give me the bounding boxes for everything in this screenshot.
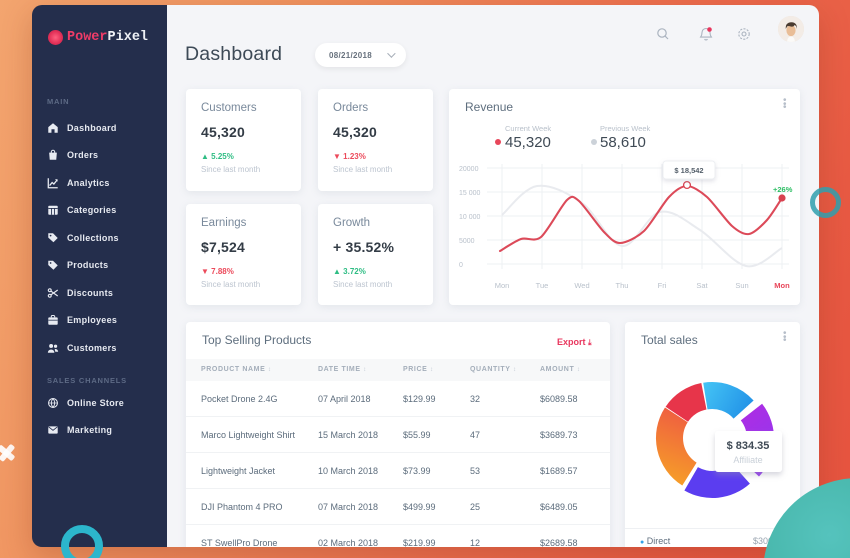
svg-text:Sat: Sat — [696, 281, 708, 290]
svg-text:Wed: Wed — [574, 281, 589, 290]
svg-text:Mon: Mon — [774, 281, 790, 290]
svg-text:5000: 5000 — [459, 238, 475, 245]
svg-text:Thu: Thu — [616, 281, 629, 290]
svg-text:Mon: Mon — [495, 281, 510, 290]
svg-text:Tue: Tue — [536, 281, 549, 290]
svg-text:Fri: Fri — [658, 281, 667, 290]
svg-text:+26%: +26% — [773, 185, 793, 194]
svg-text:Current Week: Current Week — [505, 124, 551, 133]
svg-text:10 000: 10 000 — [459, 214, 481, 221]
svg-text:45,320: 45,320 — [505, 134, 551, 151]
svg-text:0: 0 — [459, 262, 463, 269]
svg-text:Affiliate: Affiliate — [733, 455, 762, 465]
svg-text:Sun: Sun — [735, 281, 748, 290]
svg-text:20000: 20000 — [459, 166, 479, 173]
svg-text:15 000: 15 000 — [459, 190, 481, 197]
svg-text:Previous Week: Previous Week — [600, 124, 651, 133]
svg-text:$ 834.35: $ 834.35 — [727, 440, 770, 452]
svg-text:$ 18,542: $ 18,542 — [674, 166, 703, 175]
svg-text:58,610: 58,610 — [600, 134, 646, 151]
